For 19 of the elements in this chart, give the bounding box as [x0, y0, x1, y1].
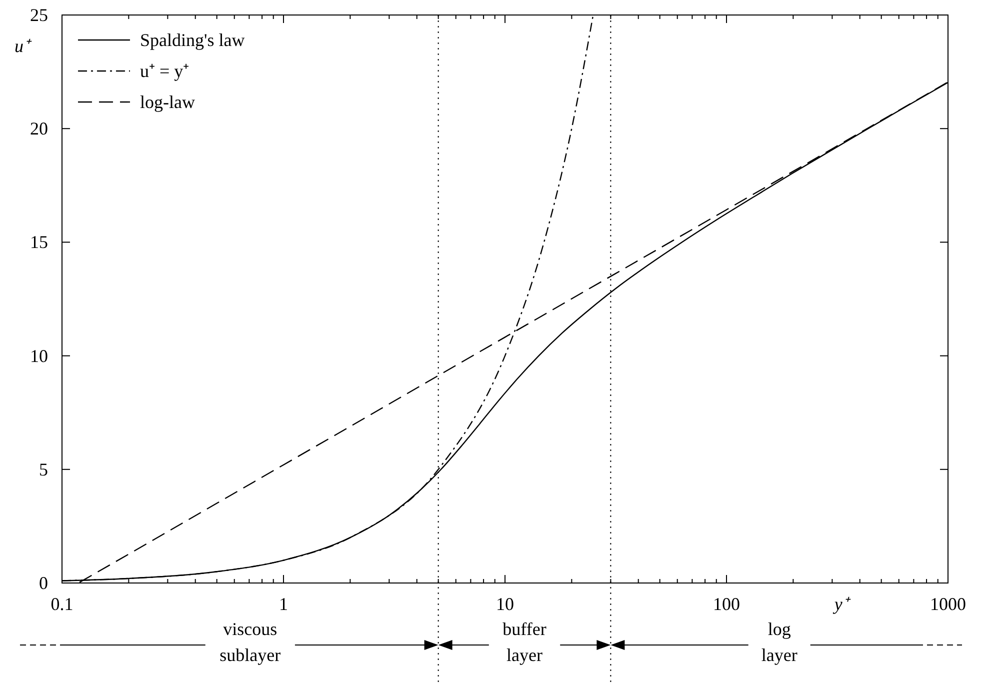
x-tick-label: 0.1 — [50, 594, 74, 614]
y-tick-label: 25 — [30, 5, 48, 25]
text: viscous sublayer — [220, 619, 281, 665]
y-tick-label: 15 — [30, 232, 48, 252]
x-tick-label: 1 — [279, 594, 288, 614]
x-tick-label: 10 — [496, 594, 514, 614]
y-tick-label: 0 — [39, 573, 48, 593]
legend-label: u⁺ = y⁺ — [140, 61, 190, 81]
y-axis-title: u⁺ — [14, 36, 32, 56]
y-tick-label: 20 — [30, 118, 48, 139]
x-axis-title: y⁺ — [832, 594, 852, 614]
x-tick-label: 1000 — [930, 594, 966, 614]
text: log layer — [761, 619, 798, 665]
legend-label: Spalding's law — [140, 30, 245, 50]
y-tick-label: 5 — [39, 459, 48, 480]
legend-label: log-law — [140, 92, 195, 112]
y-tick-label: 10 — [30, 346, 48, 366]
x-tick-label: 100 — [713, 594, 740, 614]
text: buffer layer — [502, 619, 546, 665]
